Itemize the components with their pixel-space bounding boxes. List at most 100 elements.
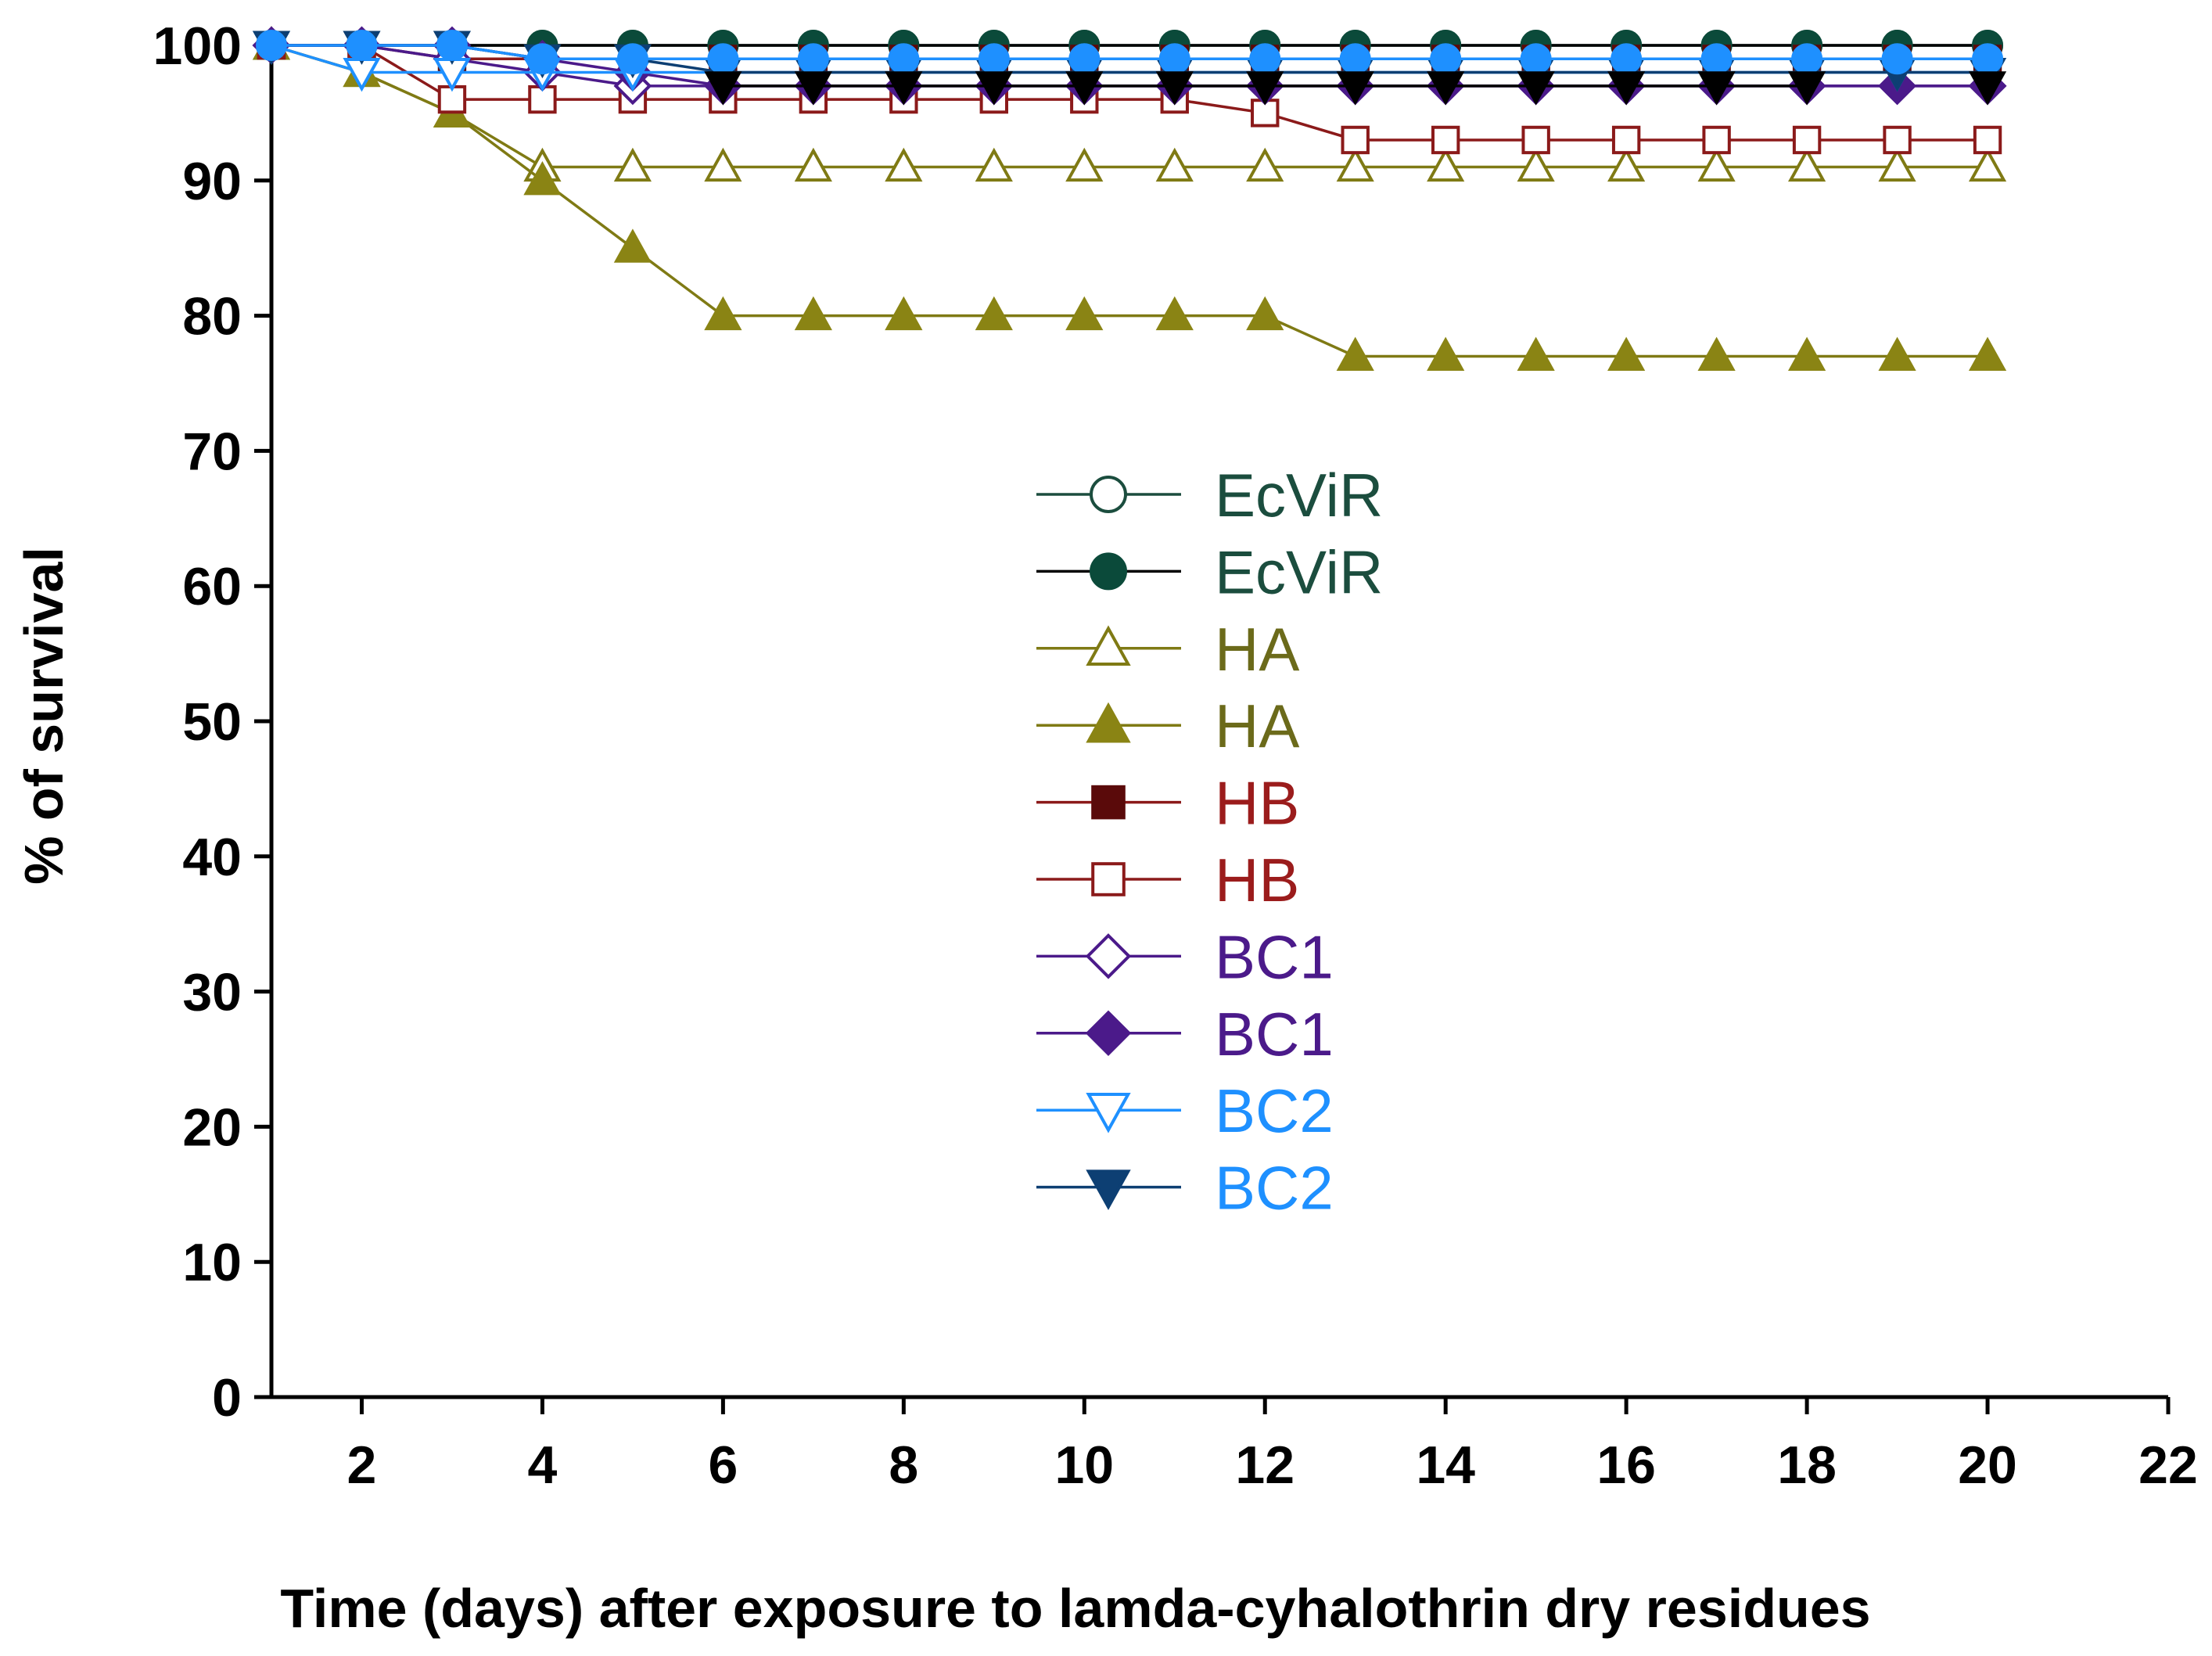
y-tick-label: 30	[182, 963, 242, 1022]
data-point	[885, 147, 923, 182]
legend-label: HB	[1215, 846, 1299, 914]
data-point	[1336, 336, 1374, 371]
data-point	[1968, 71, 2007, 106]
data-point	[1086, 702, 1131, 743]
legend-item: BC2	[1036, 1076, 1334, 1145]
data-point	[1607, 336, 1646, 371]
legend-item: BC1	[1036, 922, 1334, 991]
x-tick-label: 14	[1416, 1435, 1475, 1495]
legend-item: BC2	[1036, 1154, 1334, 1223]
data-point	[975, 296, 1013, 331]
data-point	[1430, 43, 1462, 75]
data-point	[1787, 147, 1826, 182]
legend-label: HA	[1215, 691, 1299, 760]
data-point	[1700, 43, 1733, 75]
legend-item: HA	[1036, 691, 1299, 760]
series-extra-11	[704, 71, 2007, 106]
data-point	[1791, 43, 1823, 75]
legend-label: EcViR	[1215, 461, 1383, 530]
data-point	[1697, 71, 1736, 106]
data-point	[1090, 552, 1127, 591]
data-point	[885, 296, 923, 331]
data-point	[794, 71, 832, 106]
x-tick-label: 4	[528, 1435, 558, 1495]
data-point	[1065, 296, 1104, 331]
series-bc1-7	[252, 26, 2007, 106]
data-point	[1427, 336, 1465, 371]
data-point	[1246, 296, 1284, 331]
data-point	[436, 30, 468, 61]
data-point	[1339, 43, 1371, 75]
data-point	[256, 30, 287, 61]
data-point	[975, 71, 1013, 106]
legend-item: HB	[1036, 769, 1299, 838]
data-point	[1521, 125, 1550, 155]
series-line	[271, 44, 1988, 169]
data-point	[1086, 1092, 1131, 1133]
data-point	[1158, 43, 1190, 75]
legend-item: EcViR	[1036, 537, 1383, 606]
series-line	[271, 44, 1988, 142]
data-point	[1246, 147, 1284, 182]
data-point	[1427, 147, 1465, 182]
x-tick-label: 12	[1235, 1435, 1295, 1495]
data-point	[1878, 147, 1916, 182]
data-point	[885, 71, 923, 106]
data-point	[1336, 71, 1374, 106]
data-point	[1881, 43, 1913, 75]
data-point	[978, 43, 1010, 75]
data-point	[1517, 336, 1555, 371]
data-point	[1792, 125, 1822, 155]
series-bc2-9	[252, 31, 2007, 92]
y-tick-label: 0	[212, 1368, 242, 1428]
data-point	[707, 43, 739, 75]
data-point	[1968, 147, 2007, 182]
series-bc1-6	[252, 26, 2007, 106]
series-ha-2	[252, 26, 2007, 182]
data-point	[1611, 43, 1643, 75]
legend-label: EcViR	[1215, 537, 1383, 606]
data-point	[346, 30, 378, 61]
data-point	[794, 296, 832, 331]
data-point	[704, 147, 742, 182]
data-point	[613, 228, 652, 263]
legend-label: HB	[1215, 769, 1299, 838]
y-tick-label: 70	[182, 422, 242, 481]
data-point	[1155, 71, 1194, 106]
x-tick-label: 18	[1777, 1435, 1837, 1495]
data-point	[1249, 43, 1281, 75]
data-point	[1091, 862, 1126, 896]
legend-label: BC1	[1215, 922, 1334, 991]
data-point	[1697, 147, 1736, 182]
series-bc2-8	[252, 31, 2007, 92]
legend-label: BC2	[1215, 1076, 1334, 1145]
data-point	[1883, 125, 1912, 155]
data-point	[1697, 336, 1736, 371]
data-point	[704, 71, 742, 106]
data-point	[1878, 336, 1916, 371]
data-point	[1065, 71, 1104, 106]
y-tick-label: 90	[182, 152, 242, 211]
data-point	[613, 147, 652, 182]
x-tick-label: 2	[347, 1435, 377, 1495]
data-point	[704, 296, 742, 331]
series-extra-10	[256, 30, 2004, 75]
y-tick-label: 10	[182, 1233, 242, 1292]
data-point	[888, 43, 920, 75]
legend-label: BC2	[1215, 1154, 1334, 1223]
data-point	[616, 43, 648, 75]
x-tick-label: 16	[1596, 1435, 1656, 1495]
data-point	[1968, 336, 2007, 371]
y-tick-label: 40	[182, 828, 242, 887]
y-tick-label: 100	[153, 16, 242, 76]
series-hb-5	[257, 31, 2002, 155]
data-point	[1702, 125, 1731, 155]
data-point	[1246, 71, 1284, 106]
data-point	[1336, 147, 1374, 182]
y-tick-label: 80	[182, 287, 242, 347]
data-point	[1427, 71, 1465, 106]
legend-item: EcViR	[1036, 461, 1383, 530]
y-tick-label: 20	[182, 1097, 242, 1157]
x-tick-label: 10	[1054, 1435, 1114, 1495]
